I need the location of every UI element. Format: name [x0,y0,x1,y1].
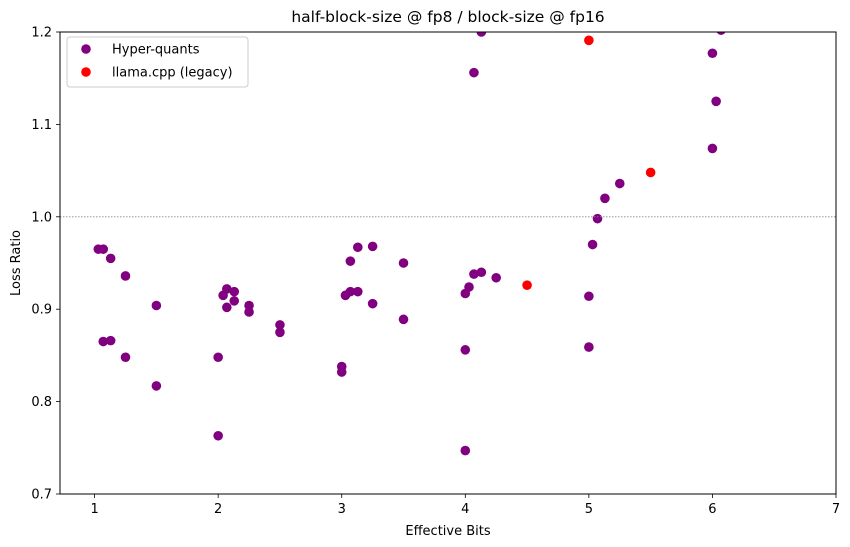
data-point-hyper-quants [476,267,487,278]
data-point-hyper-quants [229,286,240,297]
x-tick-label: 7 [832,502,840,517]
x-axis-title: Effective Bits [405,524,490,539]
data-point-llama-cpp-legacy [584,35,594,46]
data-point-hyper-quants [105,335,116,346]
data-point-hyper-quants [336,367,347,377]
data-point-hyper-quants [716,32,726,35]
data-point-hyper-quants [614,178,625,189]
data-point-hyper-quants [98,244,109,254]
legend-marker-llama-cpp [81,67,91,77]
x-tick-label: 3 [338,502,346,517]
data-point-hyper-quants [353,242,363,253]
y-tick-label: 0.8 [31,395,52,410]
data-point-hyper-quants [592,213,603,224]
data-point-llama-cpp-legacy [645,167,656,178]
data-point-hyper-quants [600,193,610,204]
data-point-llama-cpp-legacy [522,280,532,290]
data-point-hyper-quants [367,298,378,309]
y-tick-label: 1.0 [31,210,52,225]
data-point-hyper-quants [222,302,232,313]
x-tick-label: 5 [585,502,593,517]
data-point-hyper-quants [491,272,501,283]
y-axis-ticks: 0.7 0.8 0.9 1.0 1.1 1.2 [31,26,60,503]
data-point-hyper-quants [229,296,240,306]
data-point-hyper-quants [222,284,232,294]
data-point-hyper-quants [151,381,162,391]
data-point-hyper-quants [584,342,594,352]
data-point-hyper-quants [460,445,471,456]
legend-label-hyper-quants: Hyper-quants [112,43,200,58]
data-point-hyper-quants [275,320,285,330]
x-tick-label: 6 [708,502,716,517]
y-tick-label: 1.2 [31,26,52,41]
data-point-hyper-quants [476,32,487,37]
data-point-hyper-quants [213,352,223,363]
data-point-hyper-quants [345,286,356,297]
data-point-hyper-quants [275,327,285,338]
data-point-hyper-quants [707,48,718,59]
x-axis-ticks: 1 2 3 4 5 6 7 [90,494,840,517]
data-point-hyper-quants [353,286,363,297]
legend-marker-hyper-quants [81,44,91,54]
legend-box [66,36,249,88]
data-point-hyper-quants [398,314,409,325]
data-point-hyper-quants [460,345,471,355]
legend: Hyper-quants llama.cpp (legacy) [66,36,249,88]
data-point-hyper-quants [120,271,131,281]
data-point-hyper-quants [398,258,409,268]
chart-title: half-block-size @ fp8 / block-size @ fp1… [291,8,604,26]
plot-frame [59,31,837,495]
x-tick-label: 2 [214,502,222,517]
data-point-hyper-quants [367,241,378,252]
x-tick-label: 4 [461,502,469,517]
y-tick-label: 0.7 [31,488,52,503]
data-point-hyper-quants [345,256,356,266]
data-point-hyper-quants [98,336,109,347]
data-point-hyper-quants [584,291,594,302]
data-point-hyper-quants [464,282,474,292]
legend-label-llama-cpp: llama.cpp (legacy) [112,66,233,81]
data-point-hyper-quants [711,96,721,107]
data-point-hyper-quants [587,239,598,250]
y-axis-title: Loss Ratio [9,230,24,296]
data-point-hyper-quants [469,67,479,78]
y-tick-label: 0.9 [31,303,52,318]
data-point-hyper-quants [105,253,116,264]
data-point-hyper-quants [120,352,131,363]
data-point-hyper-quants [244,307,254,317]
x-tick-label: 1 [90,502,98,517]
data-point-hyper-quants [707,143,718,154]
data-point-hyper-quants [213,430,223,441]
chart-marks [93,32,726,456]
data-point-hyper-quants [151,300,162,311]
y-tick-label: 1.1 [31,118,52,133]
data-point-hyper-quants [469,269,479,279]
